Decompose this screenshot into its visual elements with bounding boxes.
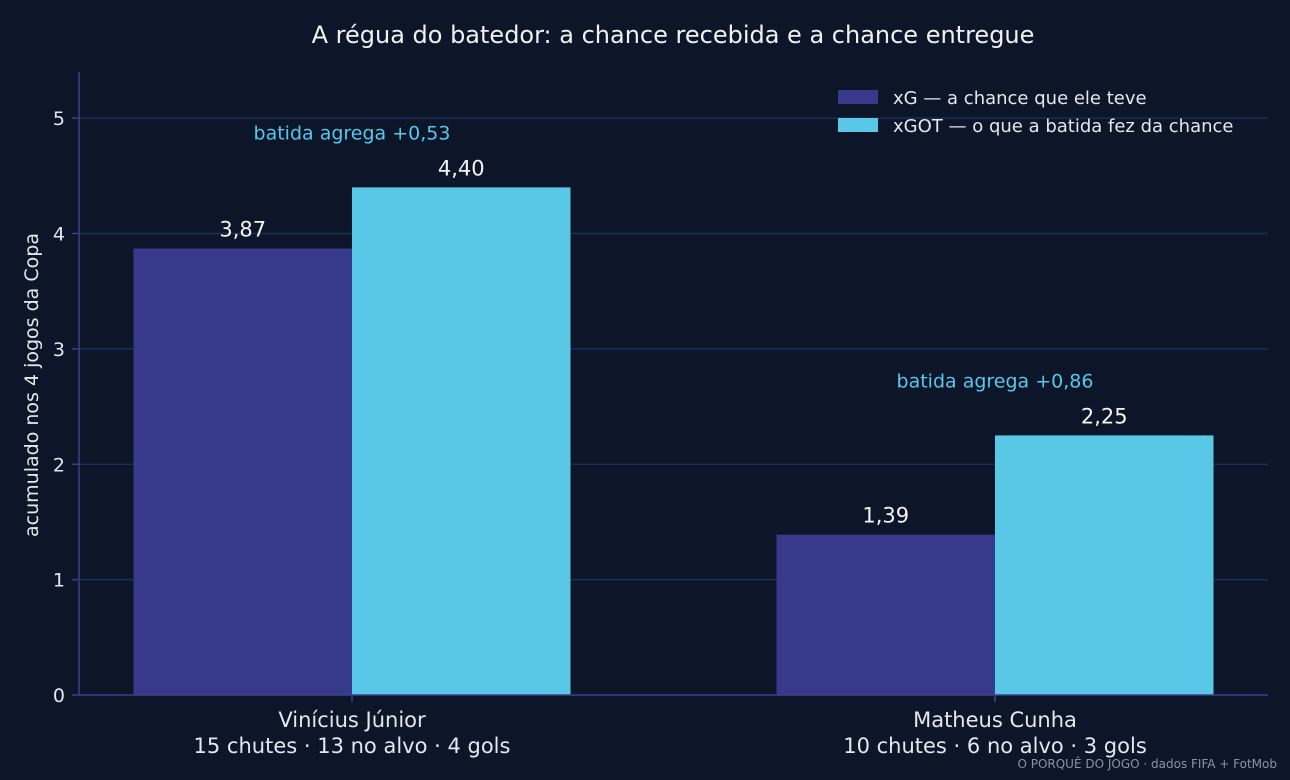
y-tick-label: 0 xyxy=(53,685,65,707)
y-tick-label: 1 xyxy=(53,570,65,592)
bar-xg xyxy=(133,248,352,695)
y-tick-label: 2 xyxy=(53,454,65,476)
y-tick-label: 3 xyxy=(53,339,65,361)
annotation-gain: batida agrega +0,53 xyxy=(254,122,451,144)
legend: xG — a chance que ele teve xGOT — o que … xyxy=(838,88,1234,137)
legend-label-xgot: xGOT — o que a batida fez da chance xyxy=(893,116,1234,137)
data-label: 3,87 xyxy=(219,218,266,242)
chart-title: A régua do batedor: a chance recebida e … xyxy=(312,21,1035,49)
axes: 0 1 2 3 4 5 xyxy=(53,72,1268,707)
bar-xgot xyxy=(352,187,571,696)
y-tick-label: 5 xyxy=(53,108,65,130)
bar-xgot xyxy=(995,435,1214,695)
labels: 3,87 4,40 batida agrega +0,53 Vinícius Júni… xyxy=(194,122,1147,758)
data-label: 4,40 xyxy=(438,156,485,180)
source-note: O PORQUÊ DO JOGO · dados FIFA + FotMob xyxy=(1017,756,1277,771)
y-tick-label: 4 xyxy=(53,224,65,246)
bars xyxy=(133,187,1214,696)
legend-swatch-xg xyxy=(838,90,878,104)
bar-xg xyxy=(776,534,995,695)
x-tick-label: Matheus Cunha xyxy=(913,708,1077,732)
legend-swatch-xgot xyxy=(838,118,878,132)
data-label: 1,39 xyxy=(862,504,909,528)
annotation-gain: batida agrega +0,86 xyxy=(897,370,1094,392)
data-label: 2,25 xyxy=(1081,404,1128,428)
x-tick-label: Vinícius Júnior xyxy=(278,708,426,732)
legend-label-xg: xG — a chance que ele teve xyxy=(893,88,1147,109)
x-tick-sublabel: 10 chutes · 6 no alvo · 3 gols xyxy=(843,734,1147,758)
y-axis-label: acumulado nos 4 jogos da Copa xyxy=(21,233,43,537)
x-tick-sublabel: 15 chutes · 13 no alvo · 4 gols xyxy=(194,734,511,758)
